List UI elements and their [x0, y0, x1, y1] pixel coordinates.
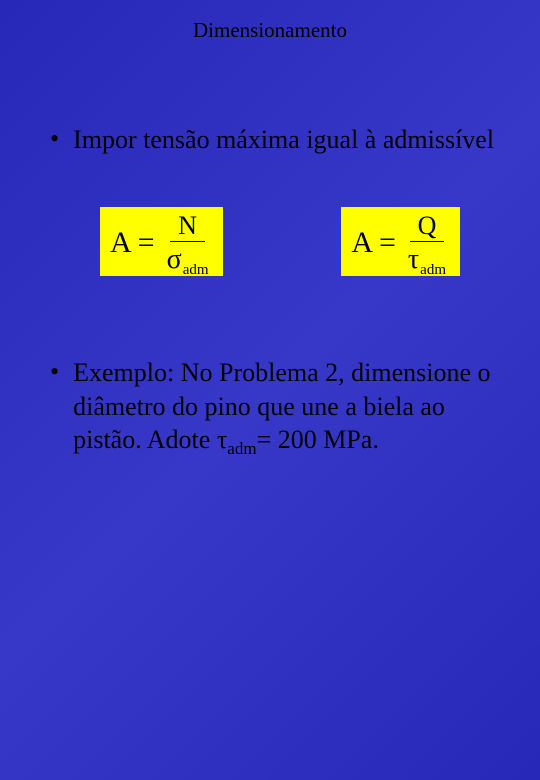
bullet2-subscript: adm: [227, 440, 256, 459]
formula2-fraction: Q τ adm: [404, 213, 450, 274]
formula-box-tau: A = Q τ adm: [341, 207, 460, 276]
slide-container: Dimensionamento • Impor tensão máxima ig…: [0, 0, 540, 780]
bullet2-part2: = 200 MPa.: [257, 425, 379, 454]
bullet-dot-icon: •: [50, 356, 59, 387]
slide-title: Dimensionamento: [30, 18, 510, 43]
formula1-lhs: A: [110, 226, 132, 260]
bullet-dot-icon: •: [50, 123, 59, 154]
sigma-symbol: σ: [167, 246, 182, 274]
bullet-item-2: • Exemplo: No Problema 2, dimensione o d…: [30, 356, 510, 461]
tau-inline-symbol: τ: [217, 425, 227, 454]
formula1-eq: =: [138, 226, 155, 260]
formula1-fraction: N σ adm: [163, 213, 213, 274]
formula2-lhs: A: [351, 226, 373, 260]
formula2-denominator: τ adm: [404, 242, 450, 274]
formula2-numerator: Q: [410, 213, 445, 242]
formula1-subscript: adm: [183, 263, 209, 278]
bullet-text-2: Exemplo: No Problema 2, dimensione o diâ…: [73, 356, 510, 461]
formula-box-sigma: A = N σ adm: [100, 207, 223, 276]
formula2-eq: =: [379, 226, 396, 260]
bullet-item-1: • Impor tensão máxima igual à admissível: [30, 123, 510, 157]
formula1-denominator: σ adm: [163, 242, 213, 274]
formula-tau: A = Q τ adm: [351, 213, 450, 274]
bullet-text-1: Impor tensão máxima igual à admissível: [73, 123, 494, 157]
tau-symbol: τ: [408, 246, 419, 274]
formula1-numerator: N: [170, 213, 205, 242]
formula2-subscript: adm: [420, 263, 446, 278]
formulas-row: A = N σ adm A = Q τ adm: [30, 187, 510, 296]
formula-sigma: A = N σ adm: [110, 213, 213, 274]
